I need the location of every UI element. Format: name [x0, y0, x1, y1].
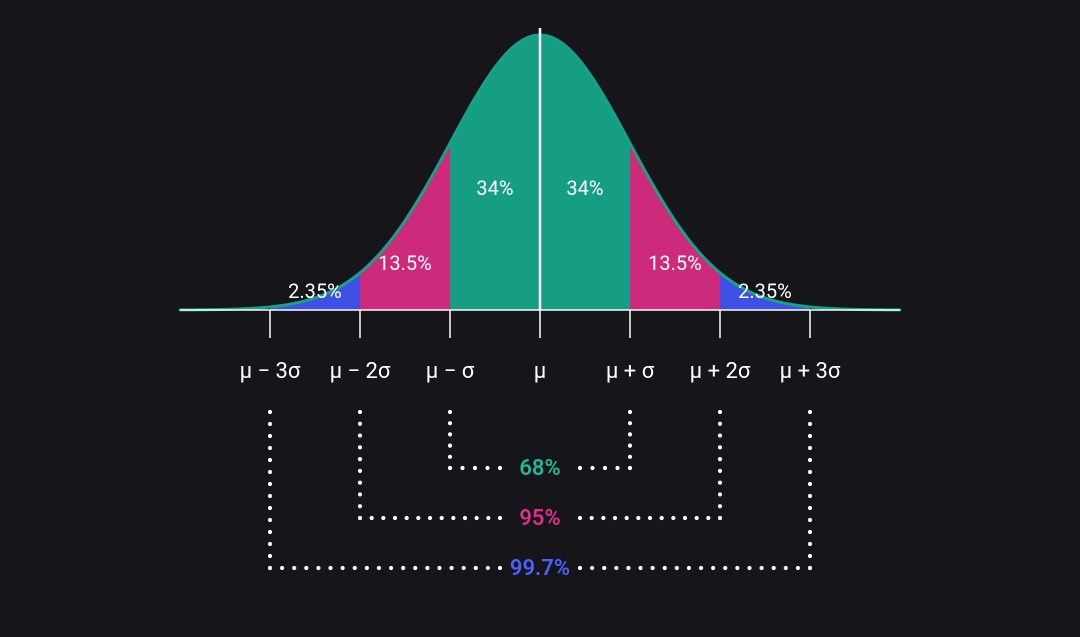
bracket-label-0: 68% — [519, 456, 560, 481]
axis-label-5: μ + 2σ — [690, 359, 751, 384]
interval-brackets: 68% 95% 99.7% — [268, 410, 812, 581]
region-2 — [450, 35, 540, 310]
region-label-3: 34% — [566, 176, 603, 200]
region-label-4: 13.5% — [648, 251, 702, 275]
bracket-label-2: 99.7% — [510, 556, 570, 581]
bracket-label-1: 95% — [519, 506, 560, 531]
axis-label-2: μ − σ — [426, 359, 475, 384]
axis-label-3: μ — [534, 359, 546, 384]
axis-label-4: μ + σ — [606, 359, 655, 384]
bracket-0: 68% — [448, 410, 632, 481]
region-3 — [540, 35, 630, 310]
region-label-2: 34% — [476, 176, 513, 200]
axis-label-6: μ + 3σ — [780, 359, 841, 384]
region-label-1: 13.5% — [378, 251, 432, 275]
bracket-2: 99.7% — [268, 410, 812, 581]
axis-label-0: μ − 3σ — [240, 359, 301, 384]
region-label-5: 2.35% — [738, 279, 792, 303]
region-label-0: 2.35% — [288, 279, 342, 303]
axis-label-1: μ − 2σ — [330, 359, 391, 384]
normal-distribution-diagram: 2.35% 13.5% 34% 34% 13.5% 2.35% μ − 3σ μ − 2σ μ … — [0, 0, 1080, 637]
